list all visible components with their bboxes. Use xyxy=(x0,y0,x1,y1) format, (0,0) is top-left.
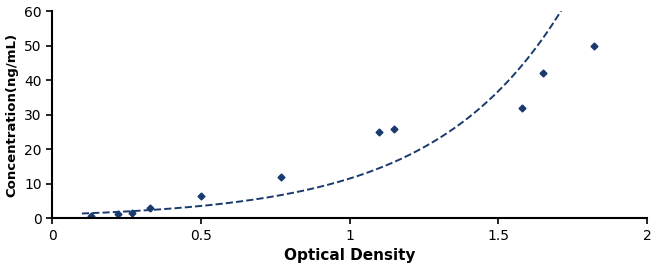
X-axis label: Optical Density: Optical Density xyxy=(284,249,415,263)
Y-axis label: Concentration(ng/mL): Concentration(ng/mL) xyxy=(5,33,18,197)
